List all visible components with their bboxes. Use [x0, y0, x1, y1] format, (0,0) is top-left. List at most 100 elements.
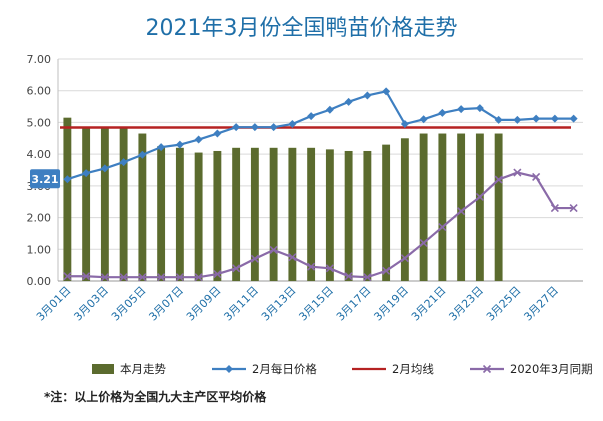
feb-daily-point — [325, 105, 334, 114]
feb-daily-point — [494, 115, 503, 124]
bar — [232, 147, 241, 281]
bar — [419, 133, 428, 281]
feb-daily-point — [457, 105, 466, 114]
last-year-point — [457, 207, 466, 216]
bar — [307, 147, 316, 281]
bar — [344, 150, 353, 281]
last-year-point — [250, 254, 259, 263]
feb-daily-point — [213, 129, 222, 138]
last-year-point — [419, 238, 428, 248]
y-tick-label: 0.00 — [27, 275, 52, 288]
y-tick-label: 7.00 — [27, 53, 52, 66]
last-year-point — [344, 272, 353, 281]
last-year-point — [232, 264, 241, 273]
bar — [438, 133, 447, 281]
x-tick-label: 3月21日 — [409, 284, 449, 324]
bar — [250, 147, 259, 281]
x-tick-label: 3月03日 — [71, 284, 111, 324]
x-tick-label: 3月25日 — [484, 284, 524, 324]
last-year-point — [194, 273, 203, 282]
x-tick-label: 3月05日 — [109, 284, 149, 324]
feb-daily-point — [63, 175, 72, 184]
last-year-point — [550, 203, 559, 213]
last-year-point — [213, 269, 222, 279]
last-year-point — [307, 262, 316, 271]
bar — [457, 133, 466, 281]
last-year-line — [67, 171, 574, 279]
x-tick-label: 3月17日 — [334, 284, 374, 324]
y-tick-label: 4.00 — [27, 148, 52, 161]
bar — [363, 150, 372, 281]
bar — [175, 147, 184, 281]
last-year-point — [100, 273, 109, 282]
bar — [100, 127, 109, 281]
feb-daily-point — [194, 135, 203, 144]
bar — [138, 133, 147, 281]
start-value-callout — [30, 169, 60, 189]
bar — [157, 146, 166, 281]
y-tick-label: 5.00 — [27, 116, 52, 129]
feb-daily-line — [67, 90, 574, 181]
legend-marker — [482, 364, 492, 374]
bar — [213, 150, 222, 281]
bar — [63, 117, 72, 282]
feb-daily-point — [175, 140, 184, 149]
last-year-point — [475, 192, 484, 202]
x-tick-label: 3月27日 — [521, 284, 561, 324]
feb-daily-point — [475, 104, 484, 113]
feb-daily-point — [157, 143, 166, 152]
last-year-point — [82, 272, 91, 281]
x-tick-label: 3月09日 — [184, 284, 224, 324]
feb-daily-point — [532, 114, 541, 123]
last-year-point — [157, 273, 166, 282]
feb-daily-point — [513, 115, 522, 124]
legend-swatch — [92, 364, 114, 374]
x-tick-label: 3月01日 — [34, 284, 74, 324]
feb-daily-point — [250, 123, 259, 132]
x-tick-label: 3月11日 — [221, 284, 261, 324]
last-year-point — [494, 175, 503, 184]
feb-daily-point — [382, 87, 391, 96]
last-year-point — [400, 254, 409, 263]
last-year-point — [325, 264, 334, 273]
bar — [325, 149, 334, 281]
legend-label: 2月每日价格 — [252, 362, 317, 376]
last-year-point — [438, 223, 447, 232]
last-year-point — [138, 273, 147, 282]
bar — [382, 144, 391, 281]
feb-daily-point — [269, 123, 278, 132]
feb-daily-point — [119, 158, 128, 167]
bar — [288, 147, 297, 281]
last-year-point — [119, 273, 128, 282]
last-year-point — [269, 245, 278, 254]
y-tick-label: 1.00 — [27, 243, 52, 256]
bar — [82, 127, 91, 281]
last-year-point — [363, 273, 372, 282]
feb-daily-point — [232, 123, 241, 132]
feb-daily-point — [344, 97, 353, 106]
bar — [475, 133, 484, 281]
last-year-point — [513, 168, 522, 177]
feb-daily-point — [363, 91, 372, 100]
x-tick-label: 3月13日 — [259, 284, 299, 324]
bar — [119, 127, 128, 281]
x-tick-label: 3月15日 — [296, 284, 336, 324]
feb-daily-point — [138, 150, 147, 159]
chart-title: 2021年3月份全国鸭苗价格走势 — [145, 16, 458, 41]
feb-daily-point — [550, 114, 559, 123]
bar — [400, 138, 409, 281]
feb-daily-point — [400, 120, 409, 129]
last-year-point — [569, 203, 578, 213]
y-tick-label: 2.00 — [27, 212, 52, 225]
bar — [194, 152, 203, 281]
last-year-point — [382, 266, 391, 275]
legend-label: 本月走势 — [120, 362, 166, 376]
feb-daily-point — [438, 108, 447, 117]
feb-daily-point — [82, 169, 91, 178]
legend-label: 2月均线 — [392, 362, 434, 376]
footnote: *注：以上价格为全国九大主产区平均价格 — [44, 390, 267, 404]
last-year-point — [532, 172, 541, 182]
last-year-point — [288, 253, 297, 262]
